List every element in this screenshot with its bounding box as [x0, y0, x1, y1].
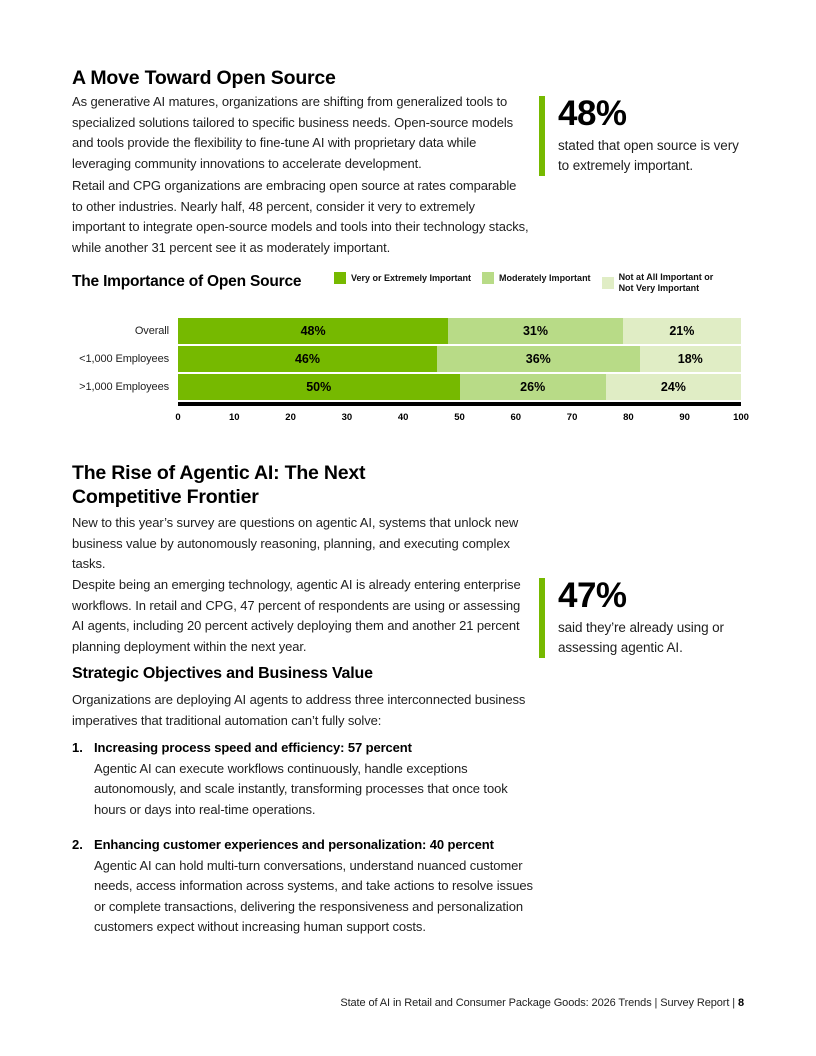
x-tick: 30 — [341, 412, 353, 423]
legend-label: Very or Extremely Important — [351, 272, 472, 283]
chart-row-under-1000: <1,000 Employees 46% 36% 18% — [72, 346, 741, 372]
x-tick: 0 — [175, 412, 181, 423]
chart-segment-moderately-important: 36% — [436, 346, 640, 372]
chart-x-axis-line — [178, 402, 741, 406]
chart-bar: 48% 31% 21% — [178, 318, 741, 344]
chart-row-label: Overall — [134, 325, 169, 337]
list-item-title: Enhancing customer experiences and perso… — [94, 837, 494, 852]
chart-segment-value: 31% — [522, 324, 548, 338]
chart-segment-value: 50% — [306, 380, 332, 394]
list-item-title: Increasing process speed and efficiency:… — [94, 740, 412, 755]
list-item-content: Increasing process speed and efficiency:… — [94, 738, 534, 820]
chart-bar: 50% 26% 24% — [178, 374, 741, 400]
x-tick: 20 — [285, 412, 296, 423]
footer-page-number: 8 — [737, 997, 744, 1009]
chart-row-label: >1,000 Employees — [79, 381, 169, 393]
chart-segment-value: 18% — [677, 352, 703, 366]
stat-content: 48% stated that open source is very to e… — [558, 96, 744, 176]
list-item-content: Enhancing customer experiences and perso… — [94, 835, 534, 938]
chart-segment-moderately-important: 26% — [459, 374, 606, 400]
footer-text: State of AI in Retail and Consumer Packa… — [340, 997, 735, 1009]
x-tick: 10 — [229, 412, 240, 423]
chart-row-label: <1,000 Employees — [79, 353, 169, 365]
x-tick: 80 — [623, 412, 634, 423]
agentic-paragraph-2: Despite being an emerging technology, ag… — [72, 577, 521, 654]
chart-segment-not-important: 18% — [639, 346, 741, 372]
stat-callout-agentic-ai: 47% said they’re already using or assess… — [539, 578, 749, 658]
list-item: 1. Increasing process speed and efficien… — [72, 738, 534, 820]
list-item-body: Agentic AI can hold multi-turn conversat… — [94, 857, 533, 935]
x-tick: 50 — [454, 412, 465, 423]
list-item: 2. Enhancing customer experiences and pe… — [72, 835, 534, 938]
chart-segment-moderately-important: 31% — [448, 318, 623, 344]
open-source-importance-chart: The Importance of Open Source Very or Ex… — [72, 271, 749, 429]
chart-segment-value: 46% — [294, 352, 320, 366]
legend-item-not-important: Not at All Important or Not Very Importa… — [601, 272, 729, 293]
stat-accent-bar — [539, 578, 545, 658]
chart-legend: Very or Extremely Important Moderately I… — [334, 272, 729, 293]
chart-segment-value: 48% — [300, 324, 326, 338]
chart-x-axis-ticks: 0 10 20 30 40 50 60 70 80 90 100 — [175, 412, 749, 424]
legend-item-moderately-important: Moderately Important — [482, 272, 591, 284]
chart-rows: Overall 48% 31% 21% <1,000 Employees — [72, 318, 741, 400]
chart-segment-value: 36% — [525, 352, 551, 366]
x-tick: 90 — [679, 412, 690, 423]
stat-callout-open-source: 48% stated that open source is very to e… — [539, 96, 749, 176]
stat-content: 47% said they’re already using or assess… — [558, 578, 744, 658]
stat-caption: stated that open source is very to extre… — [558, 138, 739, 173]
x-tick: 70 — [566, 412, 578, 423]
stat-value: 47% — [558, 576, 627, 615]
chart-segment-value: 26% — [520, 380, 546, 394]
heading-line-2: Competitive Frontier — [72, 486, 259, 508]
chart-segment-value: 24% — [660, 380, 686, 394]
chart-row-overall: Overall 48% 31% 21% — [72, 318, 741, 344]
chart-segment-value: 21% — [669, 324, 695, 338]
chart-segment-not-important: 21% — [622, 318, 741, 344]
heading-line-1: The Rise of Agentic AI: The Next — [72, 462, 366, 484]
list-item-body: Agentic AI can execute workflows continu… — [94, 760, 508, 817]
legend-swatch-icon — [334, 272, 346, 284]
agentic-paragraph-1: New to this year’s survey are questions … — [72, 515, 519, 571]
chart-segment-very-important: 46% — [178, 346, 437, 372]
list-item-number: 2. — [72, 837, 83, 852]
objectives-intro: Organizations are deploying AI agents to… — [72, 692, 526, 728]
chart-bar: 46% 36% 18% — [178, 346, 741, 372]
legend-swatch-icon — [601, 276, 614, 289]
x-tick: 40 — [397, 412, 409, 423]
open-source-paragraph-1: As generative AI matures, organizations … — [72, 94, 514, 171]
stat-accent-bar — [539, 96, 545, 176]
x-tick: 100 — [733, 412, 749, 423]
chart-segment-very-important: 50% — [178, 374, 460, 400]
open-source-paragraph-2: Retail and CPG organizations are embraci… — [72, 178, 529, 255]
section-heading-open-source: A Move Toward Open Source — [72, 67, 336, 89]
x-tick: 60 — [510, 412, 522, 423]
stat-caption: said they’re already using or assessing … — [558, 620, 724, 655]
legend-swatch-icon — [482, 272, 495, 284]
list-item-number: 1. — [72, 740, 83, 755]
section-heading-agentic-ai: The Rise of Agentic AI: The Next Competi… — [72, 461, 492, 509]
chart-segment-very-important: 48% — [178, 318, 449, 344]
chart-segment-not-important: 24% — [605, 374, 741, 400]
stat-value: 48% — [558, 94, 627, 133]
section-heading-objectives: Strategic Objectives and Business Value — [72, 665, 373, 682]
objectives-list: 1. Increasing process speed and efficien… — [72, 738, 534, 938]
legend-label: Not at All Important or Not Very Importa… — [618, 272, 714, 293]
chart-title: The Importance of Open Source — [72, 273, 302, 290]
chart-row-over-1000: >1,000 Employees 50% 26% 24% — [72, 374, 741, 400]
page-footer: State of AI in Retail and Consumer Packa… — [340, 997, 744, 1009]
legend-item-very-important: Very or Extremely Important — [334, 272, 471, 284]
legend-label: Moderately Important — [499, 272, 591, 283]
